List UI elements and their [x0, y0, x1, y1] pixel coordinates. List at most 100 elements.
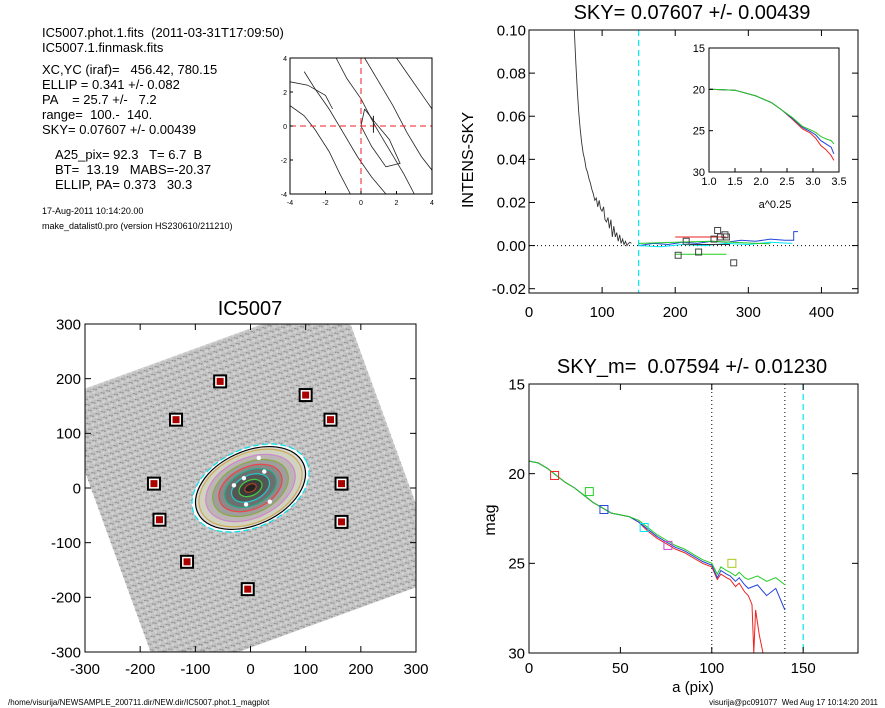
sky-box-fill	[326, 416, 334, 424]
contour-xtick-label: -2	[322, 200, 328, 207]
contour-xtick-label: 0	[359, 200, 363, 207]
mag-marker-green	[584, 487, 594, 497]
sky-ytick-label: -0.02	[492, 281, 526, 298]
inset-ytick-label: 15	[693, 43, 705, 55]
image-ytick-label: -200	[51, 590, 81, 607]
sky-box-marker	[674, 251, 682, 259]
image-xtick-label: -200	[125, 661, 155, 678]
masked-star	[256, 455, 261, 461]
isophote-ellipse-9	[244, 483, 257, 493]
sky-box-marker	[730, 259, 738, 267]
image-area	[85, 324, 416, 652]
mag-xtick-label: 50	[612, 660, 629, 677]
sky-xtick-label: 300	[736, 304, 761, 321]
sky-box-marker	[722, 233, 730, 241]
contour-line	[364, 58, 432, 171]
sky-box-fill	[183, 558, 191, 566]
intensity-profile-line	[573, 30, 632, 247]
image-xtick-label: 100	[293, 661, 318, 678]
mag-frame	[528, 383, 859, 654]
mag-ytick-label: 20	[508, 466, 525, 483]
image-ytick-label: -300	[51, 644, 81, 661]
mag-marker-cyan	[639, 522, 649, 532]
image-xtick-label: -300	[70, 661, 100, 678]
sky-plot-area	[529, 30, 858, 293]
image-ytick-label: 300	[56, 316, 81, 333]
date-line: 17-Aug-2011 10:14:20.00	[42, 206, 144, 216]
inset-frame	[708, 47, 840, 173]
image-xtick-label: -100	[180, 661, 210, 678]
masked-star	[241, 475, 247, 481]
masked-star	[243, 502, 249, 507]
inset-xtick-label: 3.0	[805, 176, 820, 188]
mag-xtick-label: 150	[791, 660, 816, 677]
masked-star	[231, 483, 237, 488]
mask-line: IC5007.1.finmask.fits	[42, 40, 164, 55]
sky-ytick-label: 0.06	[497, 108, 526, 125]
phot-line-a25: A25_pix= 92.3 T= 6.7 B	[55, 147, 203, 162]
sky-box-fill	[244, 585, 252, 593]
sky-frame	[528, 29, 859, 294]
image-panel-title: IC5007	[217, 298, 283, 320]
contour-line	[290, 81, 333, 110]
sky-ylabel: INTENS-SKY	[460, 112, 477, 208]
sky-box-fill	[338, 480, 346, 488]
inset-ytick-label: 30	[693, 167, 705, 179]
contour-ytick-label: 0	[283, 124, 287, 131]
mag-series-red	[529, 460, 767, 653]
image-ytick-label: 0	[73, 480, 81, 497]
image-ytick-label: 100	[56, 426, 81, 443]
contour-ytick-label: 2	[283, 90, 287, 97]
image-xtick-label: 0	[246, 661, 254, 678]
contour-xtick-label: -4	[287, 200, 293, 207]
footer-user-date: visurija@pc091077 Wed Aug 17 10:14:20 20…	[709, 698, 878, 707]
sky-panel-title: SKY= 0.07607 +/- 0.00439	[573, 2, 811, 24]
sky-box-marker	[721, 231, 729, 239]
sky-xtick-label: 400	[809, 304, 834, 321]
prog-line: make_datalist0.pro (version HS230610/211…	[42, 221, 233, 231]
geom-line-sky: SKY= 0.07607 +/- 0.00439	[42, 122, 196, 137]
sky-xtick-label: 100	[590, 304, 615, 321]
geom-line-pa: PA = 25.7 +/- 7.2	[42, 92, 157, 107]
contour-line	[360, 108, 401, 168]
mag-marker-red	[550, 470, 560, 480]
sky-ytick-label: 0.02	[497, 195, 526, 212]
phot-line-bt: BT= 13.19 MABS=-20.37	[55, 162, 212, 177]
inset-xtick-label: 1.0	[701, 176, 716, 188]
inset-ytick-label: 20	[693, 84, 705, 96]
mag-series-green	[529, 460, 786, 586]
mag-xlabel: a (pix)	[672, 679, 714, 696]
sky-box-fill	[150, 480, 158, 488]
image-ytick-label: -100	[51, 535, 81, 552]
contour-ytick-label: -4	[281, 192, 287, 199]
mag-marker-blue	[599, 505, 609, 515]
contour-line	[303, 71, 387, 194]
inset-xtick-label: 1.5	[727, 176, 742, 188]
image-xtick-label: 200	[348, 661, 373, 678]
sky-ytick-label: 0.04	[497, 152, 526, 169]
mag-panel-title: SKY_m= 0.07594 +/- 0.01230	[556, 356, 828, 378]
mag-marker-yellow_green	[727, 558, 737, 568]
image-ytick-label: 200	[56, 371, 81, 388]
contour-line	[290, 105, 351, 194]
sky-box-fill	[155, 516, 163, 524]
inset-xlabel: a^0.25	[759, 199, 792, 211]
mag-xtick-label: 0	[525, 660, 533, 677]
mag-marker-magenta	[663, 540, 673, 550]
image-xtick-label: 300	[403, 661, 428, 678]
mag-plot-area	[529, 384, 804, 653]
geom-line-ellip: ELLIP = 0.341 +/- 0.082	[42, 77, 180, 92]
sky-box-fill	[216, 377, 224, 385]
geom-line-range: range= 100.- 140.	[42, 107, 153, 122]
sky-tail-series-0	[638, 231, 798, 247]
sky-box-fill	[172, 416, 180, 424]
mag-ytick-label: 25	[508, 556, 525, 573]
contour-xtick-label: 4	[430, 200, 434, 207]
sky-box-marker	[695, 248, 703, 256]
sky-ytick-label: 0.00	[497, 238, 526, 255]
inset-ytick-label: 25	[693, 126, 705, 138]
inset-xtick-label: 2.5	[779, 176, 794, 188]
